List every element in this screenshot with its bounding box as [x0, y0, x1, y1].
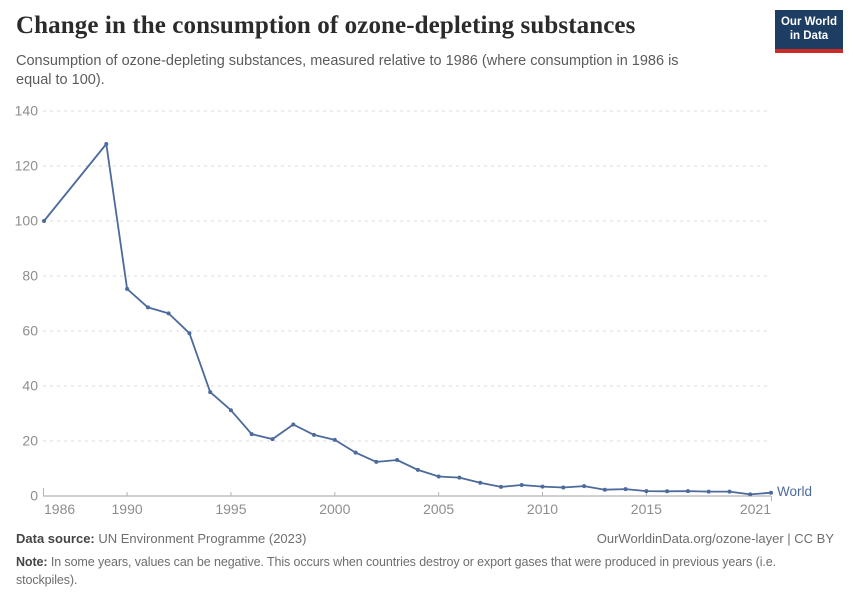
data-point[interactable]	[727, 489, 732, 494]
data-point[interactable]	[519, 483, 524, 487]
data-point[interactable]	[166, 311, 171, 316]
data-point[interactable]	[228, 408, 233, 413]
data-point[interactable]	[125, 286, 130, 291]
attribution-link[interactable]: OurWorldinData.org/ozone-layer | CC BY	[596, 531, 834, 546]
data-point[interactable]	[145, 305, 150, 310]
chart-note: Note: In some years, values can be negat…	[16, 553, 834, 589]
series-label-world[interactable]: World	[777, 484, 813, 499]
y-tick-label: 140	[15, 103, 39, 119]
data-point[interactable]	[415, 467, 420, 472]
data-point[interactable]	[104, 142, 109, 146]
line-chart-canvas[interactable]: 0 20 40 60 80 100 120 140 1986 1990 1995 2000 2005 20…	[0, 95, 850, 525]
x-tick-label: 1995	[215, 501, 246, 517]
data-point[interactable]	[644, 489, 649, 494]
data-point[interactable]	[623, 487, 628, 492]
data-point[interactable]	[561, 485, 566, 490]
data-source-value: UN Environment Programme (2023)	[94, 531, 307, 546]
data-point[interactable]	[249, 432, 254, 437]
y-tick-label: 40	[22, 378, 38, 394]
data-point[interactable]	[374, 459, 379, 464]
data-point[interactable]	[582, 484, 587, 489]
y-tick-label: 20	[22, 433, 38, 449]
data-point[interactable]	[602, 487, 607, 492]
y-tick-label: 120	[15, 158, 39, 174]
x-tick-label: 2015	[631, 501, 662, 517]
data-point[interactable]	[457, 475, 462, 480]
data-point[interactable]	[187, 331, 192, 336]
data-point[interactable]	[706, 489, 711, 494]
data-point[interactable]	[685, 489, 690, 494]
logo-line2: in Data	[789, 29, 829, 42]
data-point[interactable]	[748, 492, 753, 497]
data-point[interactable]	[499, 484, 503, 489]
data-source-label: Data source:	[16, 531, 95, 546]
x-tick-label: 2000	[319, 501, 350, 517]
data-point[interactable]	[208, 390, 213, 395]
data-point[interactable]	[42, 219, 46, 223]
x-axis-ticks	[43, 488, 772, 501]
note-text: In some years, values can be negative. T…	[16, 555, 776, 587]
data-point[interactable]	[395, 458, 400, 462]
y-tick-label: 80	[22, 268, 38, 284]
data-point[interactable]	[332, 437, 337, 442]
data-point[interactable]	[353, 450, 358, 455]
page-title: Change in the consumption of ozone-deple…	[16, 12, 636, 39]
note-label: Note:	[16, 555, 48, 569]
footer-source-row: Data source: UN Environment Programme (2…	[16, 531, 834, 546]
x-tick-label: 2021	[740, 501, 771, 517]
data-point[interactable]	[540, 484, 545, 489]
data-point[interactable]	[478, 480, 483, 485]
data-point[interactable]	[312, 432, 316, 437]
x-tick-label: 2010	[527, 501, 558, 517]
data-point[interactable]	[436, 474, 441, 479]
x-tick-label: 1990	[112, 501, 143, 517]
x-tick-label: 2005	[423, 501, 454, 517]
y-axis-labels: 0 20 40 60 80 100 120 140	[15, 103, 39, 504]
logo-line1: Our World	[780, 16, 837, 28]
gridlines	[43, 110, 771, 497]
data-source: Data source: UN Environment Programme (2…	[16, 531, 306, 546]
x-axis-labels: 1986 1990 1995 2000 2005 2010 2015 2021	[44, 501, 771, 517]
y-tick-label: 100	[15, 213, 39, 229]
y-tick-label: 0	[30, 488, 38, 504]
x-tick-label: 1986	[44, 501, 75, 517]
data-point[interactable]	[769, 490, 773, 495]
data-point[interactable]	[291, 422, 296, 427]
data-point[interactable]	[665, 489, 670, 494]
data-point[interactable]	[270, 437, 275, 442]
y-tick-label: 60	[22, 323, 38, 339]
owid-logo[interactable]: Our World in Data	[775, 10, 843, 53]
world-series-line[interactable]	[43, 143, 772, 496]
data-points[interactable]	[42, 142, 773, 497]
chart-subtitle: Consumption of ozone-depleting substance…	[16, 53, 679, 88]
